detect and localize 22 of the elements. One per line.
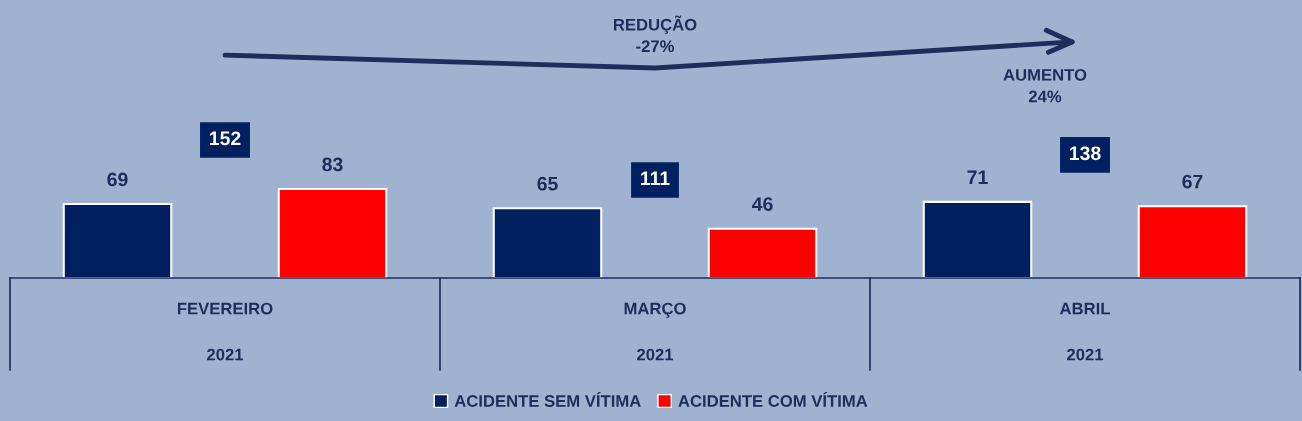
data-label: 65 xyxy=(537,176,558,191)
bar xyxy=(1137,205,1248,278)
data-label: 46 xyxy=(751,197,773,211)
text: 152 xyxy=(210,131,241,146)
category-label: MARÇO 2021 xyxy=(624,302,686,361)
bar xyxy=(707,227,818,278)
data-label: 71 xyxy=(967,170,988,184)
text: 138 xyxy=(1070,146,1101,161)
text: AUMENTO 24% xyxy=(1003,68,1087,103)
category-label: ABRIL 2021 xyxy=(1059,302,1110,361)
bar xyxy=(492,207,603,278)
data-label: 83 xyxy=(322,157,343,172)
bar xyxy=(62,203,173,278)
legend-label: ACIDENTE SEM VÍTIMA xyxy=(454,391,641,407)
bar xyxy=(277,187,388,278)
text: 111 xyxy=(641,171,670,185)
data-label: 69 xyxy=(107,172,128,187)
text: REDUÇÃO -27% xyxy=(613,15,697,53)
legend-label: ACIDENTE COM VÍTIMA xyxy=(678,391,868,407)
bar xyxy=(922,200,1033,278)
category-label: FEVEREIRO 2021 xyxy=(177,302,273,361)
data-label: 67 xyxy=(1182,174,1203,189)
